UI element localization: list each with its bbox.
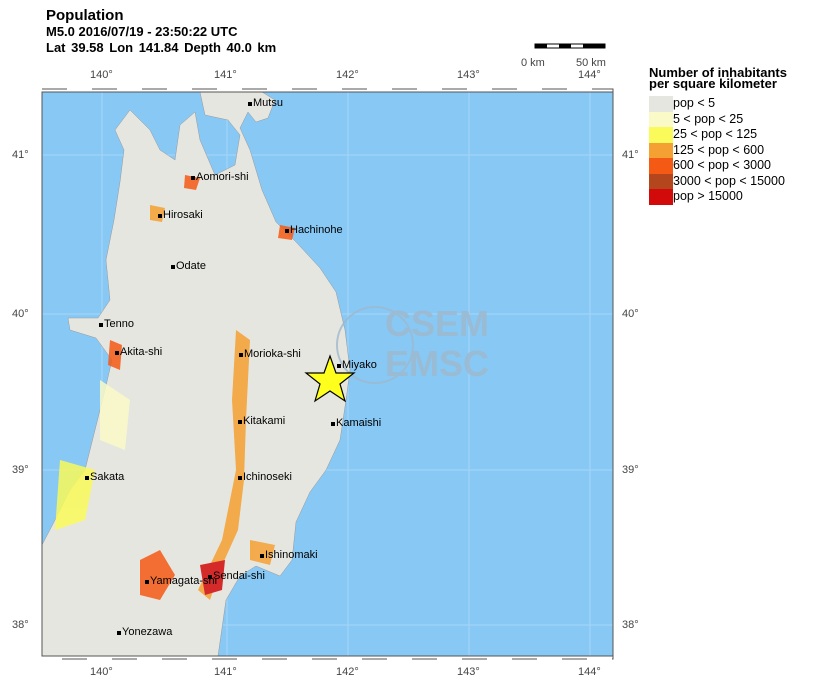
city-marker	[238, 420, 242, 424]
watermark-line2: EMSC	[385, 343, 489, 384]
legend-item: 600 < pop < 3000	[649, 158, 772, 174]
legend-label: 25 < pop < 125	[673, 127, 758, 141]
legend-swatch	[649, 142, 673, 159]
city-label: Yonezawa	[122, 626, 173, 638]
lat-tick: 39°	[622, 464, 639, 476]
city-label: Tenno	[104, 318, 134, 330]
legend-swatch	[649, 158, 673, 174]
land-honshu	[41, 91, 351, 657]
city-label: Hirosaki	[163, 209, 203, 221]
legend-label: pop < 5	[673, 96, 716, 110]
lat-tick: 38°	[622, 619, 639, 631]
scale-start-label: 0 km	[521, 57, 545, 69]
city-marker	[158, 214, 162, 218]
legend-label: 3000 < pop < 15000	[673, 173, 785, 188]
population-density	[55, 175, 295, 600]
city-label: Hachinohe	[290, 224, 343, 236]
lon-tick: 144°	[578, 666, 601, 678]
city-marker	[191, 176, 195, 180]
city-marker	[337, 364, 341, 368]
city-label: Miyako	[342, 359, 377, 371]
city-label: Morioka-shi	[244, 348, 301, 360]
city-label: Odate	[176, 260, 206, 272]
city-marker	[99, 323, 103, 327]
lon-tick: 141°	[214, 69, 237, 81]
city-label: Akita-shi	[120, 346, 162, 358]
lon-tick: 144°	[578, 69, 601, 81]
cities: Mutsu Aomori-shi Hirosaki Hachinohe Odate Ten…	[85, 97, 381, 638]
frame	[41, 88, 614, 660]
lon-tick: 140°	[90, 69, 113, 81]
city-marker	[260, 554, 264, 558]
city-marker	[85, 476, 89, 480]
lon-tick: 141°	[214, 666, 237, 678]
city-label: Kamaishi	[336, 417, 381, 429]
city-marker	[171, 265, 175, 269]
city-marker	[331, 422, 335, 426]
city-label: Sakata	[90, 471, 125, 483]
lat-tick: 39°	[12, 464, 29, 476]
scale-end-label: 50 km	[576, 57, 606, 69]
legend-swatch	[649, 96, 673, 112]
event-location: Lat 39.58 Lon 141.84 Depth 40.0 km	[46, 40, 277, 55]
legend-label: 5 < pop < 25	[673, 111, 744, 126]
city-label: Ishinomaki	[265, 549, 318, 561]
city-marker	[115, 351, 119, 355]
legend-item: 25 < pop < 125	[649, 127, 758, 143]
legend-item: 125 < pop < 600	[649, 142, 765, 159]
legend-label: pop > 15000	[673, 189, 743, 203]
legend-swatch	[649, 111, 673, 128]
city-label: Kitakami	[243, 415, 285, 427]
legend-swatch	[649, 189, 673, 205]
lat-tick: 41°	[12, 149, 29, 161]
epicenter-star-icon[interactable]	[304, 354, 356, 403]
city-marker	[238, 476, 242, 480]
lat-tick: 38°	[12, 619, 29, 631]
legend-item: 5 < pop < 25	[649, 111, 744, 128]
city-label: Aomori-shi	[196, 171, 249, 183]
lon-tick: 142°	[336, 69, 359, 81]
watermark: CSEM EMSC	[336, 303, 489, 384]
legend-label: 600 < pop < 3000	[673, 158, 772, 172]
city-label: Sendai-shi	[213, 570, 265, 582]
city-label: Ichinoseki	[243, 471, 292, 483]
legend-swatch	[649, 173, 673, 190]
city-marker	[285, 229, 289, 233]
city-marker	[248, 102, 252, 106]
legend-label: 125 < pop < 600	[673, 142, 765, 157]
lon-tick: 142°	[336, 666, 359, 678]
legend-item: 3000 < pop < 15000	[649, 173, 785, 190]
event-info: M5.0 2016/07/19 - 23:50:22 UTC	[46, 24, 238, 39]
scale-bar	[534, 43, 606, 49]
lat-tick: 40°	[12, 308, 29, 320]
lon-tick: 143°	[457, 69, 480, 81]
city-marker	[208, 575, 212, 579]
city-label: Mutsu	[253, 97, 283, 109]
map-title: Population	[46, 7, 124, 24]
legend-title: Number of inhabitants per square kilomete…	[649, 65, 787, 91]
legend-swatch	[649, 127, 673, 143]
city-marker	[239, 353, 243, 357]
legend-item: pop < 5	[649, 96, 716, 112]
lon-tick: 143°	[457, 666, 480, 678]
legend-item: pop > 15000	[649, 189, 743, 205]
city-label: Yamagata-shi	[150, 575, 217, 587]
lat-tick: 40°	[622, 308, 639, 320]
city-marker	[117, 631, 121, 635]
lon-tick: 140°	[90, 666, 113, 678]
watermark-line1: CSEM	[385, 303, 489, 344]
city-marker	[145, 580, 149, 584]
lat-tick: 41°	[622, 149, 639, 161]
